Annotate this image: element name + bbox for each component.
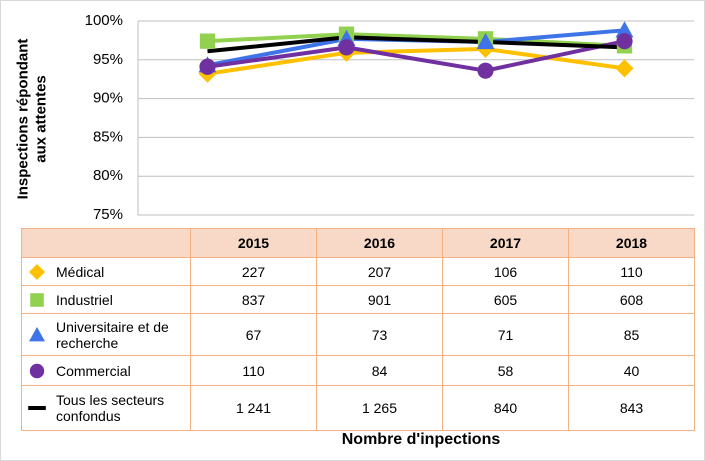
table-cell: 1 241 bbox=[190, 385, 317, 431]
legend-cell: Commercial bbox=[21, 355, 191, 386]
table-cell: 207 bbox=[316, 257, 443, 286]
legend-label: Tous les secteurs confondus bbox=[56, 392, 165, 424]
table-row: Commercial 110 84 58 40 bbox=[21, 355, 695, 386]
marker bbox=[338, 39, 355, 56]
y-tick-label: 85% bbox=[93, 128, 123, 145]
legend-entry: Commercial bbox=[26, 361, 186, 381]
marker bbox=[30, 292, 44, 307]
table-cell: 840 bbox=[442, 385, 569, 431]
legend-entry: Médical bbox=[26, 262, 186, 282]
table-header-row: 2015 2016 2017 2018 bbox=[21, 228, 695, 258]
y-tick-label: 90% bbox=[93, 90, 123, 107]
column-header: 2015 bbox=[190, 228, 317, 258]
legend-label: Industriel bbox=[56, 291, 113, 308]
legend-label: Commercial bbox=[56, 362, 131, 379]
legend-entry: Tous les secteurs confondus bbox=[26, 392, 186, 424]
legend-entry: Industriel bbox=[26, 290, 186, 310]
series-line bbox=[207, 46, 625, 76]
marker bbox=[29, 363, 45, 378]
column-header: 2016 bbox=[316, 228, 443, 258]
table-cell: 67 bbox=[190, 313, 317, 356]
table-cell: 58 bbox=[442, 355, 569, 386]
table-cell: 110 bbox=[568, 257, 695, 286]
table-cell: 71 bbox=[442, 313, 569, 356]
y-tick-label: 100% bbox=[85, 12, 123, 29]
table-row: Universitaire et de recherche 67 73 71 85 bbox=[21, 313, 695, 356]
x-axis-label: Nombre d'inpections bbox=[341, 431, 501, 448]
column-header: 2018 bbox=[568, 228, 695, 258]
table-row: Tous les secteurs confondus 1 241 1 265 840… bbox=[21, 385, 695, 431]
marker bbox=[29, 326, 45, 341]
table-cell: 608 bbox=[568, 285, 695, 314]
marker bbox=[199, 58, 216, 75]
legend-label: Universitaire et de recherche bbox=[56, 318, 169, 351]
table-cell: 85 bbox=[568, 313, 695, 356]
y-tick-label: 75% bbox=[93, 206, 123, 223]
series-line bbox=[207, 39, 625, 73]
y-tick-label: 80% bbox=[93, 167, 123, 184]
table-cell: 40 bbox=[568, 355, 695, 386]
legend-cell: Universitaire et de recherche bbox=[21, 313, 191, 356]
legend-cell: Tous les secteurs confondus bbox=[21, 385, 191, 431]
legend-label: Médical bbox=[56, 263, 105, 280]
column-header: 2017 bbox=[442, 228, 569, 258]
marker bbox=[615, 21, 634, 38]
marker bbox=[476, 32, 495, 50]
plot: Inspections répondantaux attentes 75% 80%… bbox=[14, 12, 694, 223]
y-axis-label: Inspections répondantaux attentes bbox=[14, 39, 49, 200]
legend-marker bbox=[29, 326, 45, 341]
table-cell: 106 bbox=[442, 257, 569, 286]
table-cell: 837 bbox=[190, 285, 317, 314]
marker bbox=[199, 33, 216, 49]
marker bbox=[29, 263, 45, 280]
series-line bbox=[207, 32, 625, 48]
legend-line bbox=[28, 406, 46, 410]
table-cell: 227 bbox=[190, 257, 317, 286]
marker bbox=[615, 59, 634, 78]
marker bbox=[477, 62, 494, 79]
series-line bbox=[207, 35, 625, 54]
table-cell: 110 bbox=[190, 355, 317, 386]
table-row: Industriel 837 901 605 608 bbox=[21, 285, 695, 314]
table-cell: 1 265 bbox=[316, 385, 443, 431]
table-cell: 843 bbox=[568, 385, 695, 431]
legend-marker bbox=[29, 263, 45, 280]
y-tick-label: 95% bbox=[93, 51, 123, 68]
legend-marker bbox=[29, 363, 45, 378]
legend-cell: Industriel bbox=[21, 285, 191, 314]
table-cell: 605 bbox=[442, 285, 569, 314]
table-cell: 84 bbox=[316, 355, 443, 386]
legend-cell: Médical bbox=[21, 257, 191, 286]
table-row: Médical 227 207 106 110 bbox=[21, 257, 695, 286]
table-cell: 73 bbox=[316, 313, 443, 356]
legend-marker bbox=[30, 292, 44, 307]
legend-marker bbox=[28, 406, 46, 410]
marker bbox=[616, 33, 633, 50]
table-corner bbox=[21, 228, 191, 258]
legend-entry: Universitaire et de recherche bbox=[26, 319, 186, 351]
data-table: 2015 2016 2017 2018 Médical 227 207 106 110 Indus… bbox=[21, 228, 695, 431]
table-cell: 901 bbox=[316, 285, 443, 314]
